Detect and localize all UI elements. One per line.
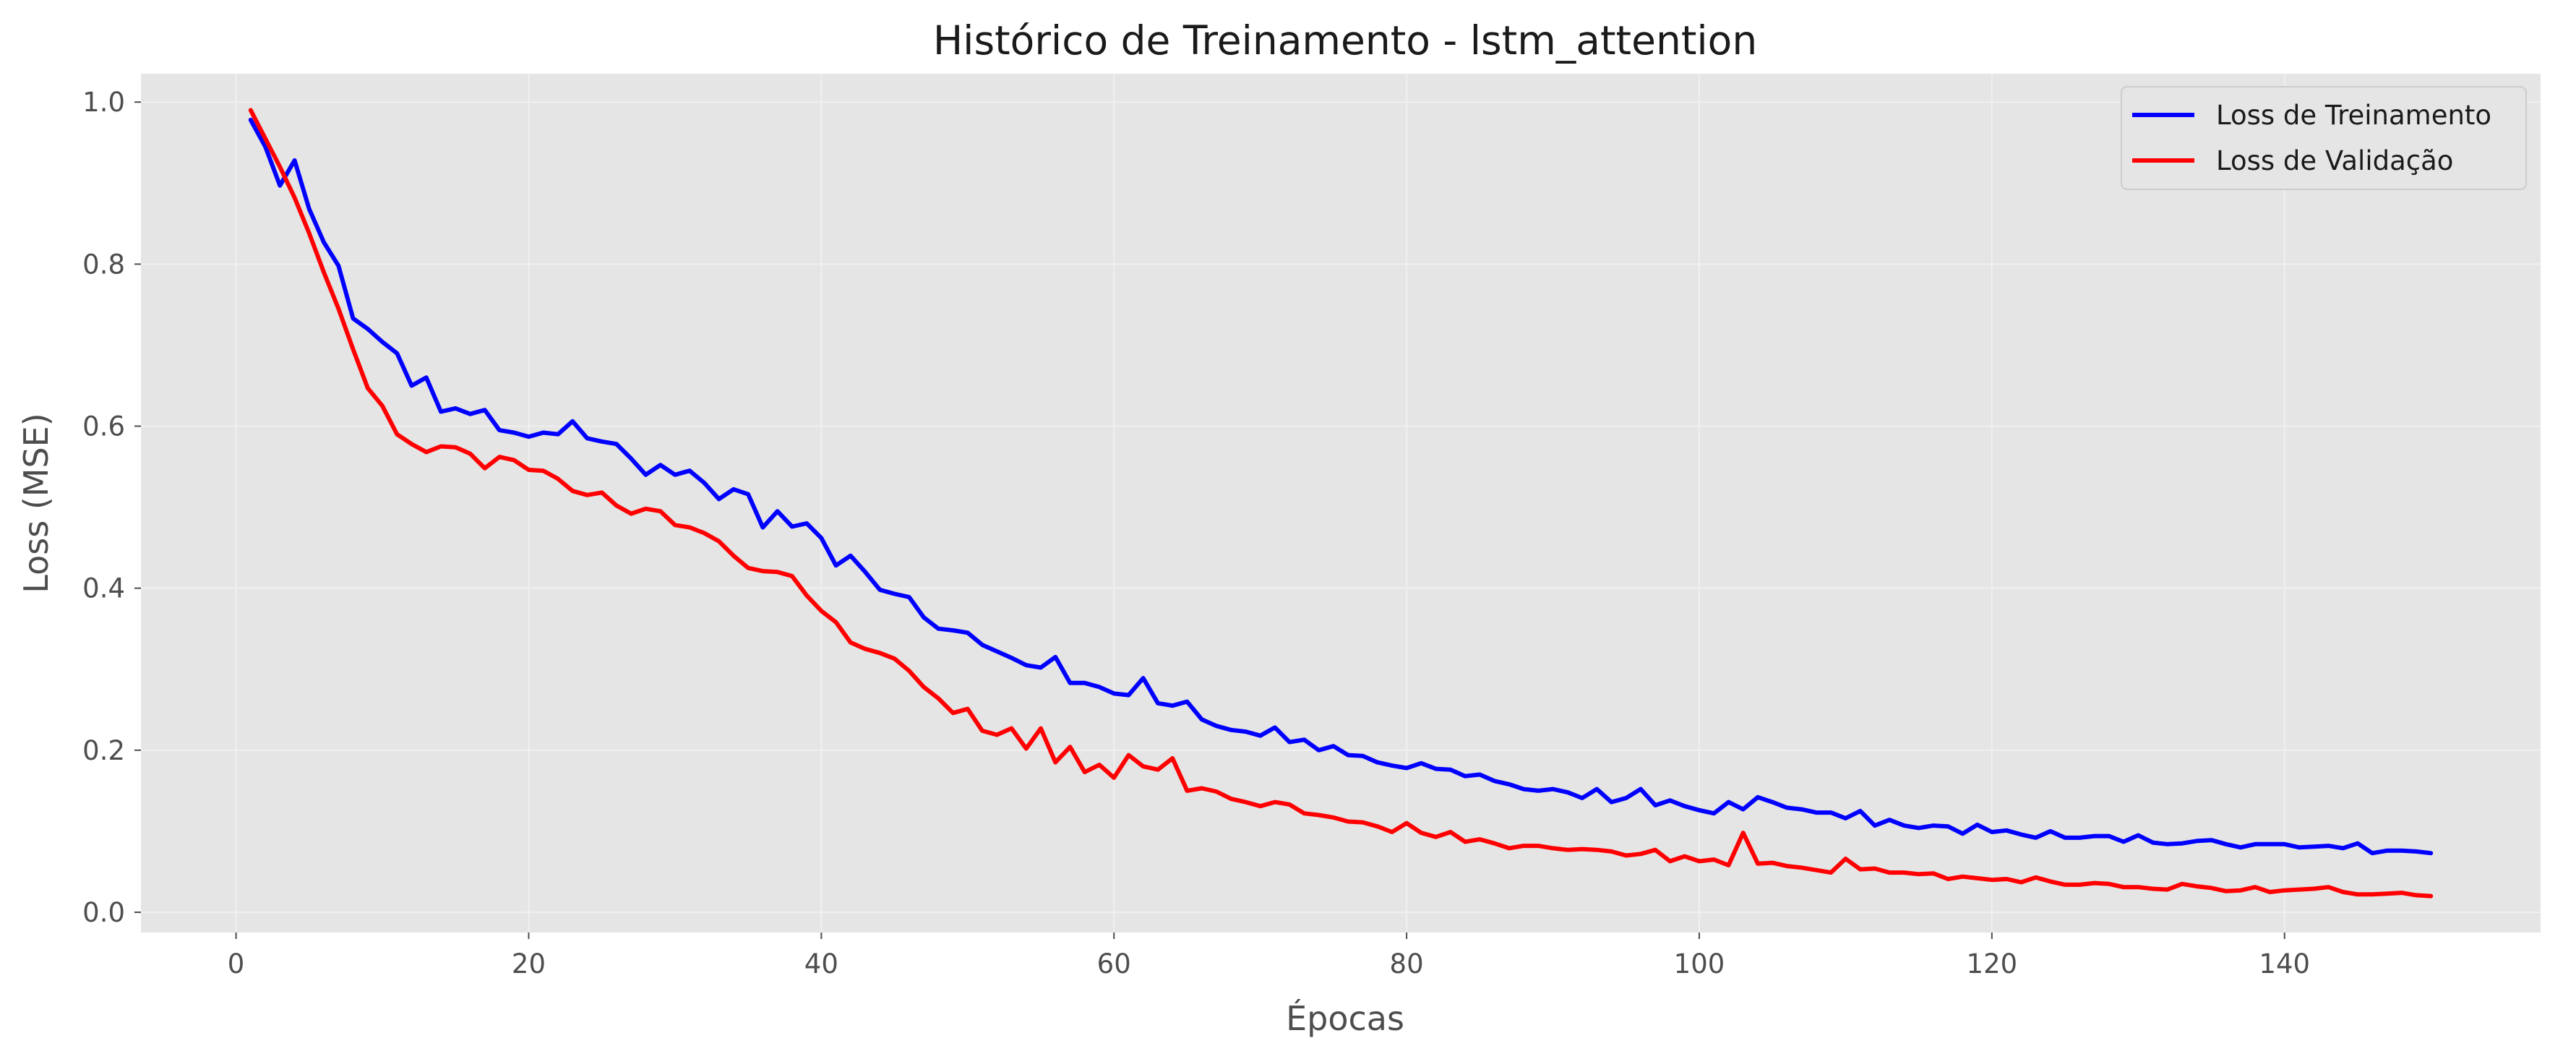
training-loss-line xyxy=(248,117,2434,856)
legend-box xyxy=(2121,86,2527,190)
x-tick-label: 40 xyxy=(804,948,838,979)
x-tick-label: 140 xyxy=(2259,948,2310,979)
legend: Loss de Treinamento Loss de Validação xyxy=(2121,86,2527,190)
x-tick-label: 120 xyxy=(1967,948,2018,979)
y-tick-label: 0.2 xyxy=(82,735,125,766)
legend-label-training: Loss de Treinamento xyxy=(2216,100,2491,131)
y-axis-ticks: 0.0 0.2 0.4 0.6 0.8 1.0 xyxy=(82,87,141,928)
y-tick-label: 0.8 xyxy=(82,249,125,280)
series-lines xyxy=(248,108,2434,899)
x-tick-label: 20 xyxy=(512,948,546,979)
chart-title: Histórico de Treinamento - lstm_attentio… xyxy=(933,17,1757,64)
x-tick-label: 60 xyxy=(1097,948,1131,979)
x-axis-label: Épocas xyxy=(1286,999,1404,1038)
x-tick-label: 80 xyxy=(1390,948,1424,979)
y-axis-label: Loss (MSE) xyxy=(17,413,56,593)
x-tick-label: 0 xyxy=(228,948,245,979)
y-tick-label: 0.0 xyxy=(82,897,125,928)
x-axis-ticks: 0 20 40 60 80 100 120 140 xyxy=(228,932,2310,979)
y-tick-label: 0.4 xyxy=(82,573,125,604)
y-tick-label: 0.6 xyxy=(82,411,125,442)
y-tick-label: 1.0 xyxy=(82,87,125,118)
plot-area xyxy=(141,74,2541,932)
validation-loss-line xyxy=(248,108,2434,899)
legend-label-validation: Loss de Validação xyxy=(2216,145,2453,176)
x-tick-label: 100 xyxy=(1674,948,1725,979)
